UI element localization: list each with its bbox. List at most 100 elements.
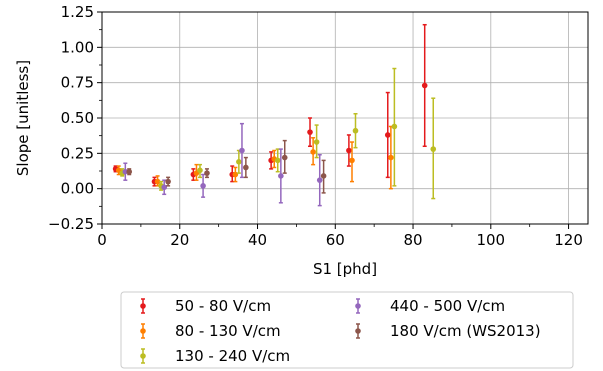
series xyxy=(115,125,394,190)
legend-frame xyxy=(120,291,574,369)
legend-marker xyxy=(140,323,146,339)
data-point xyxy=(310,149,316,155)
data-point xyxy=(200,183,206,189)
legend-entry: 80 - 130 V/cm xyxy=(140,322,281,340)
data-point xyxy=(421,82,428,89)
point-with-error xyxy=(161,179,168,196)
point-with-error xyxy=(165,176,171,187)
data-point xyxy=(154,178,161,185)
point-with-error xyxy=(307,117,313,148)
point-with-error xyxy=(278,148,284,204)
x-tick-label: 80 xyxy=(403,231,422,249)
point-with-error xyxy=(388,125,394,190)
data-point xyxy=(232,171,239,178)
data-point xyxy=(355,328,361,334)
x-tick-label: 40 xyxy=(248,231,267,249)
x-tick-label: 60 xyxy=(326,231,345,249)
legend-label: 80 - 130 V/cm xyxy=(175,322,281,340)
x-axis-label: S1 [phd] xyxy=(313,260,377,278)
data-point xyxy=(236,159,242,165)
data-point xyxy=(140,303,146,309)
point-with-error xyxy=(310,137,316,166)
legend-marker xyxy=(355,323,361,339)
point-with-error xyxy=(274,148,281,173)
point-with-error xyxy=(232,166,239,183)
point-with-error xyxy=(384,91,391,179)
data-point xyxy=(243,164,249,171)
data-point xyxy=(355,303,361,309)
legend-marker xyxy=(140,298,146,314)
point-with-error xyxy=(243,156,249,179)
legend-label: 130 - 240 V/cm xyxy=(175,347,290,365)
point-with-error xyxy=(281,139,288,174)
point-with-error xyxy=(200,173,206,198)
grid xyxy=(101,11,588,225)
point-with-error xyxy=(204,168,210,179)
data-point xyxy=(430,146,437,152)
point-with-error xyxy=(346,134,352,167)
legend-marker xyxy=(140,348,146,364)
legend-label: 180 V/cm (WS2013) xyxy=(390,322,541,340)
data-point xyxy=(281,154,288,161)
legend-marker xyxy=(355,298,361,314)
data-point xyxy=(197,167,203,174)
data-point xyxy=(122,168,129,175)
point-with-error xyxy=(239,122,245,179)
data-point xyxy=(384,132,391,138)
data-point xyxy=(278,173,284,179)
point-with-error xyxy=(421,23,428,148)
y-tick-label: 0.25 xyxy=(61,144,94,162)
legend-entry: 50 - 80 V/cm xyxy=(140,297,271,315)
point-with-error xyxy=(154,175,161,187)
y-tick-label: 1.00 xyxy=(61,38,94,56)
y-tick-label: −0.25 xyxy=(48,215,94,233)
data-point xyxy=(388,154,394,161)
point-with-error xyxy=(122,162,129,181)
data-point xyxy=(391,123,398,130)
series xyxy=(122,122,323,207)
point-with-error xyxy=(391,67,398,187)
x-tick-label: 0 xyxy=(97,231,107,249)
x-tick-label: 20 xyxy=(170,231,189,249)
data-point xyxy=(274,157,281,164)
series xyxy=(126,139,327,194)
legend-entry: 130 - 240 V/cm xyxy=(140,347,290,365)
data-point xyxy=(165,178,171,185)
x-tick-label: 100 xyxy=(476,231,505,249)
y-axis-label: Slope [unitless] xyxy=(14,60,32,176)
series xyxy=(112,23,428,187)
data-marks xyxy=(112,23,437,207)
data-point xyxy=(204,170,210,176)
data-point xyxy=(239,147,245,154)
point-with-error xyxy=(430,97,437,200)
point-with-error xyxy=(313,124,320,159)
y-tick-label: 0.00 xyxy=(61,180,94,198)
data-point xyxy=(307,129,313,135)
point-with-error xyxy=(320,159,327,194)
data-point xyxy=(349,157,355,164)
data-point xyxy=(346,147,352,154)
legend-label: 50 - 80 V/cm xyxy=(175,297,271,315)
data-point xyxy=(316,177,323,183)
y-tick-label: 0.50 xyxy=(61,109,94,127)
legend-entry: 180 V/cm (WS2013) xyxy=(355,322,541,340)
point-with-error xyxy=(349,141,355,183)
data-point xyxy=(161,184,168,191)
legend: 50 - 80 V/cm 80 - 130 V/cm 130 - 240 V/cm 4… xyxy=(120,291,574,369)
point-with-error xyxy=(126,168,133,176)
x-tick-label: 120 xyxy=(554,231,583,249)
data-point xyxy=(126,168,133,175)
data-point xyxy=(140,353,146,359)
data-point xyxy=(320,173,327,179)
point-with-error xyxy=(316,153,323,207)
y-tick-label: 0.75 xyxy=(61,74,94,92)
legend-entry: 440 - 500 V/cm xyxy=(355,297,505,315)
point-with-error xyxy=(197,163,203,179)
data-point xyxy=(352,127,359,134)
point-with-error xyxy=(236,149,242,174)
data-point xyxy=(313,139,320,145)
data-point xyxy=(140,328,146,334)
point-with-error xyxy=(352,113,359,149)
y-tick-label: 1.25 xyxy=(61,3,94,21)
